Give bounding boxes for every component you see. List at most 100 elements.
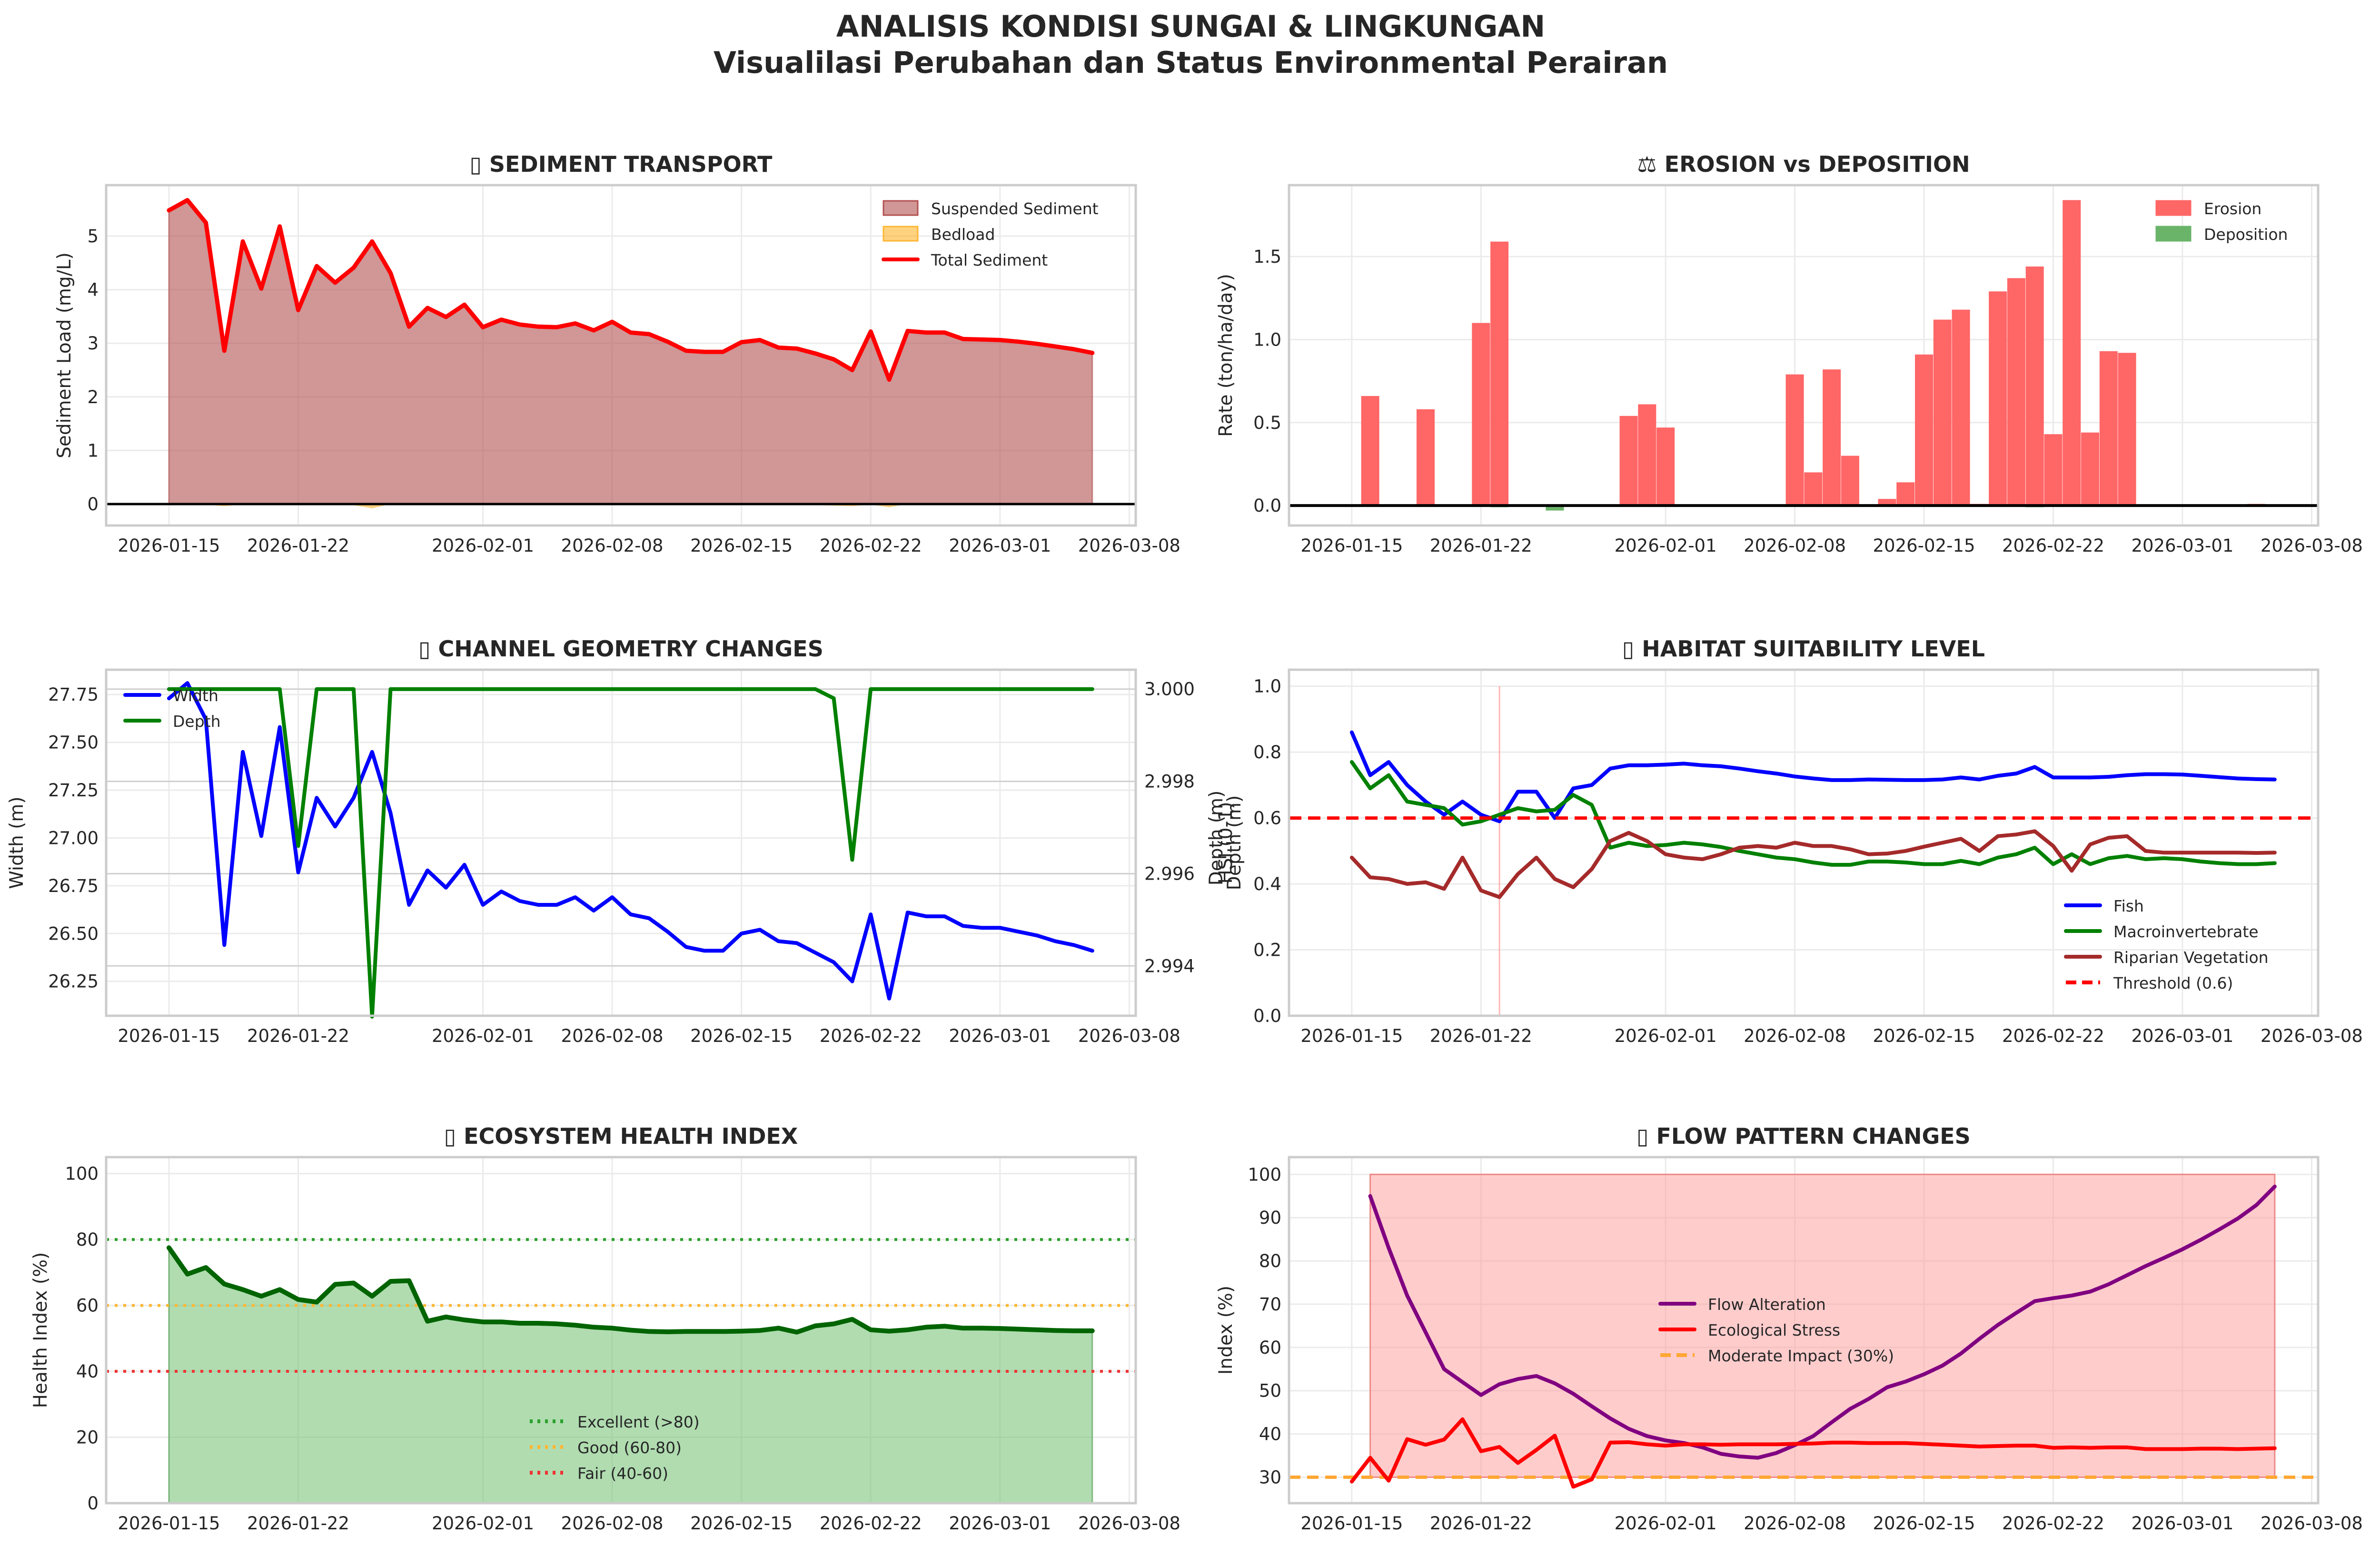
- legend: Fish Macroinvertebrate Riparian Vegetation…: [2064, 897, 2269, 992]
- y-tick-label: 20: [76, 1427, 99, 1448]
- axes-frame: [105, 1156, 1137, 1505]
- y-tick-label: 27.75: [48, 684, 99, 705]
- plot-area: [106, 670, 1136, 1016]
- x-tick-label: 2026-02-08: [1744, 1513, 1846, 1534]
- x-tick-label: 2026-02-22: [2002, 1026, 2104, 1046]
- chart-title-text: SEDIMENT TRANSPORT: [489, 151, 773, 177]
- y-tick-label: 60: [1259, 1338, 1281, 1358]
- y-tick-label: 0.0: [1253, 496, 1281, 516]
- y-tick-label: 0: [87, 1493, 99, 1514]
- erosion-bar: [1472, 323, 1490, 506]
- y-tick-label: 5: [87, 226, 99, 247]
- erosion-bar: [1361, 396, 1379, 506]
- erosion-bar: [1933, 319, 1952, 506]
- legend: Excellent (>80) Good (60-80) Fair (40-60): [530, 1413, 700, 1483]
- legend-label: Depth: [173, 712, 221, 731]
- x-tick-label: 2026-02-01: [432, 1513, 534, 1534]
- y2-tick-label: 2.996: [1144, 863, 1195, 884]
- erosion-bar: [1785, 374, 1804, 506]
- y-tick-label: 27.25: [48, 780, 99, 801]
- x-tick-label: 2026-01-15: [118, 1026, 220, 1046]
- y-axis-label: Rate (ton/ha/day): [1215, 274, 1237, 437]
- x-tick-label: 2026-01-15: [1300, 1026, 1403, 1046]
- legend-label: Deposition: [2204, 225, 2288, 244]
- x-tick-label: 2026-02-22: [820, 1513, 922, 1534]
- y2-axis-label: Depth (m): [1224, 795, 1245, 891]
- erosion-bar: [2025, 266, 2044, 506]
- chart-title: ▯ ECOSYSTEM HEALTH INDEX: [444, 1123, 798, 1149]
- x-tick-label: 2026-02-22: [2002, 1513, 2104, 1534]
- depth-line: [167, 687, 1094, 1019]
- chart-channel: 2026-01-15 2026-01-22 2026-02-01 2026-02-08…: [6, 636, 1245, 1046]
- y-tick-label: 40: [1259, 1424, 1281, 1445]
- chart-title-text: CHANNEL GEOMETRY CHANGES: [438, 636, 823, 662]
- chart-health: 2026-01-15 2026-01-22 2026-02-01 2026-02-08…: [30, 1123, 1180, 1534]
- x-tick-label: 2026-02-15: [1873, 1026, 1975, 1046]
- x-tick-label: 2026-02-15: [690, 535, 793, 556]
- y-tick-label: 0.0: [1253, 1006, 1281, 1026]
- legend: Suspended Sediment Bedload Total Sediment: [882, 199, 1099, 269]
- health-index-line: [166, 1245, 1095, 1335]
- chart-title-text: ECOSYSTEM HEALTH INDEX: [464, 1123, 798, 1149]
- y-tick-label: 60: [76, 1296, 99, 1316]
- y2-tick-label: 2.994: [1144, 956, 1195, 976]
- x-tick-label: 2026-03-01: [949, 535, 1051, 556]
- y-axis-label: Width (m): [6, 796, 28, 889]
- legend-item: Moderate Impact (30%): [1660, 1347, 1894, 1365]
- legend-item: Width: [123, 686, 218, 705]
- legend-swatch: [883, 226, 919, 242]
- total-sediment-line: [167, 198, 1095, 382]
- chart-sediment: 2026-01-15 2026-01-22 2026-02-01 2026-02-08…: [54, 151, 1180, 556]
- y-tick-label: 4: [87, 280, 99, 300]
- chart-title-text: EROSION vs DEPOSITION: [1665, 151, 1970, 177]
- y-tick-label: 26.75: [48, 876, 99, 896]
- x-tick-label: 2026-02-22: [820, 1026, 922, 1046]
- x-tick-label: 2026-03-08: [2261, 1513, 2363, 1534]
- legend-item: Flow Alteration: [1658, 1295, 1826, 1314]
- legend-label: Moderate Impact (30%): [1708, 1347, 1894, 1365]
- y-tick-label: 0.8: [1253, 742, 1281, 763]
- x-tick-label: 2026-03-08: [1078, 1026, 1180, 1046]
- chart-title-text: FLOW PATTERN CHANGES: [1656, 1123, 1971, 1149]
- x-tick-label: 2026-03-01: [2131, 535, 2233, 556]
- y-tick-label: 3: [87, 333, 99, 354]
- erosion-bar: [1619, 416, 1638, 506]
- erosion-bar: [2118, 353, 2136, 506]
- legend-item: Depth: [123, 712, 221, 731]
- legend-item: Excellent (>80): [530, 1413, 700, 1431]
- erosion-bar: [1823, 369, 1841, 506]
- legend-swatch: [2155, 226, 2192, 242]
- missing-glyph-icon: ▯: [470, 151, 489, 177]
- legend-label: Fish: [2113, 897, 2144, 915]
- x-tick-label: 2026-02-15: [1873, 535, 1975, 556]
- legend-label: Good (60-80): [577, 1438, 682, 1457]
- x-tick-label: 2026-03-01: [2131, 1513, 2233, 1534]
- axes-frame: [1288, 184, 2320, 527]
- legend-item: Good (60-80): [530, 1438, 682, 1457]
- y-axis-label: Index (%): [1215, 1286, 1237, 1375]
- y-tick-label: 30: [1259, 1467, 1281, 1487]
- y-tick-label: 90: [1259, 1208, 1281, 1228]
- legend-label: Bedload: [931, 225, 995, 244]
- x-tick-label: 2026-02-15: [690, 1513, 793, 1534]
- x-tick-label: 2026-03-08: [1078, 535, 1180, 556]
- figure-title-line1: ANALISIS KONDISI SUNGAI & LINGKUNGAN: [836, 9, 1546, 44]
- x-tick-label: 2026-02-08: [1744, 535, 1846, 556]
- y-tick-label: 26.25: [48, 971, 99, 992]
- legend-item: Erosion: [2155, 199, 2261, 218]
- x-tick-label: 2026-02-08: [1744, 1026, 1846, 1046]
- legend-item: Macroinvertebrate: [2064, 922, 2259, 941]
- x-tick-label: 2026-02-01: [1615, 1513, 1717, 1534]
- legend-item: Riparian Vegetation: [2064, 948, 2269, 967]
- erosion-bar: [1878, 499, 1896, 506]
- erosion-bar: [1952, 309, 1970, 506]
- y-axis-label: Health Index (%): [30, 1252, 51, 1408]
- x-tick-label: 2026-01-22: [1430, 1026, 1532, 1046]
- y-tick-label: 80: [1259, 1251, 1281, 1271]
- y2-tick-label: 3.000: [1144, 679, 1195, 700]
- x-tick-label: 2026-02-22: [820, 535, 922, 556]
- chart-title: ▯ SEDIMENT TRANSPORT: [470, 151, 773, 177]
- chart-title: ▯ CHANNEL GEOMETRY CHANGES: [418, 636, 823, 662]
- legend-swatch: [883, 200, 919, 216]
